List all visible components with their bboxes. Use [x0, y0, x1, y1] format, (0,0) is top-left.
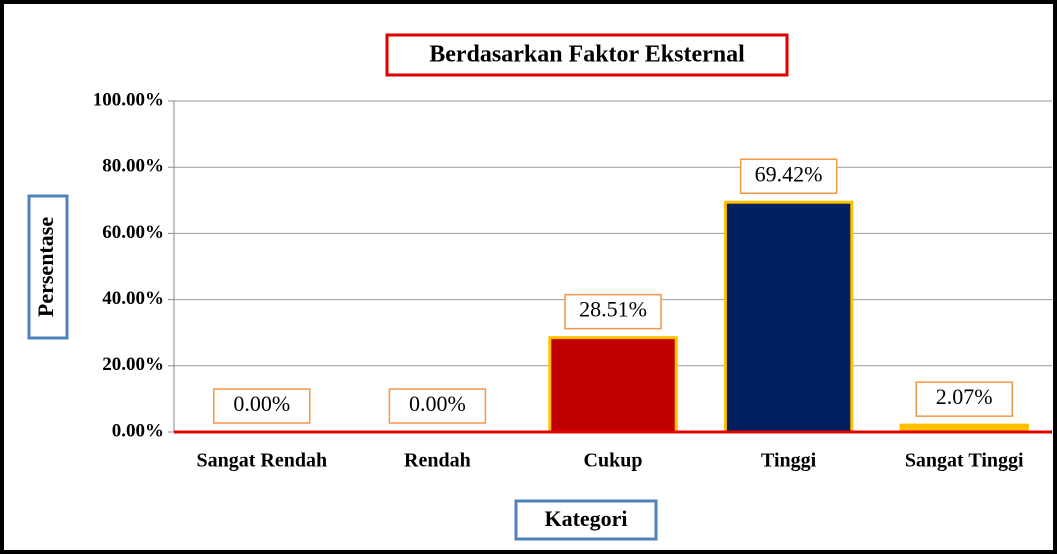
x-tick-label: Rendah [404, 450, 471, 472]
bar [548, 336, 678, 434]
value-label-box [915, 381, 1013, 417]
value-label-box [388, 388, 487, 424]
y-tick-label: 0.00% [112, 420, 164, 441]
y-tick-label: 20.00% [102, 354, 164, 375]
title-box [385, 33, 789, 77]
x-tick-label: Sangat Rendah [196, 450, 327, 472]
value-label: 0.00% [233, 391, 290, 416]
y-axis-label: Persentase [33, 217, 58, 317]
value-label-box [739, 158, 838, 194]
value-label-box [213, 388, 311, 424]
value-label: 2.07% [936, 384, 993, 409]
chart-title: Berdasarkan Faktor Eksternal [429, 42, 745, 68]
x-tick-label: Cukup [584, 450, 643, 472]
value-label: 0.00% [409, 391, 466, 416]
value-label-box [564, 293, 662, 330]
y-tick-label: 80.00% [102, 156, 164, 177]
x-label-box [514, 499, 658, 541]
x-tick-label: Tinggi [761, 450, 817, 472]
x-axis-label: Kategori [544, 506, 627, 531]
y-tick-label: 100.00% [93, 89, 164, 110]
y-tick-label: 40.00% [102, 288, 164, 309]
y-label-box [27, 194, 69, 340]
value-label: 28.51% [579, 297, 647, 322]
x-tick-label: Sangat Tinggi [905, 450, 1024, 472]
y-tick-label: 60.00% [102, 222, 164, 243]
value-label: 69.42% [755, 161, 823, 186]
bar [723, 200, 854, 434]
